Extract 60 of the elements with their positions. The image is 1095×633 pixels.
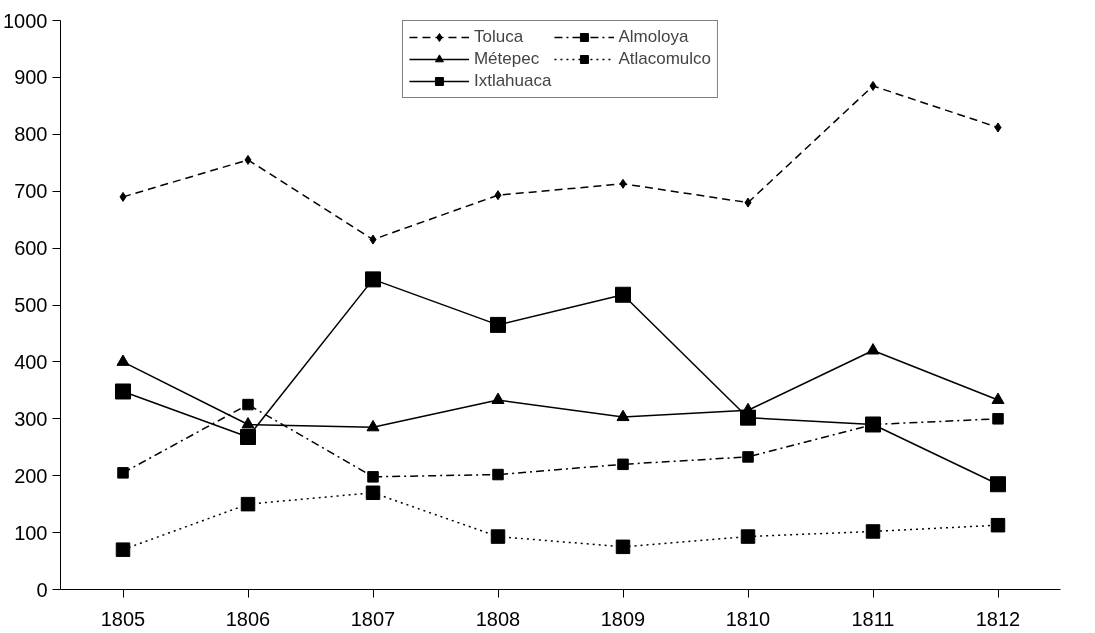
point — [369, 234, 377, 245]
point — [117, 467, 129, 479]
point — [115, 542, 131, 557]
point — [494, 190, 502, 201]
point — [619, 178, 627, 189]
point — [244, 154, 252, 165]
x-tick-label: 1811 — [851, 607, 895, 630]
point — [116, 354, 130, 366]
point — [365, 485, 381, 501]
x-tick-label: 1812 — [975, 607, 1021, 630]
y-tick-label: 100 — [14, 521, 48, 544]
y-tick-label: 0 — [36, 578, 48, 601]
point — [991, 392, 1005, 404]
point — [742, 451, 754, 463]
point — [115, 383, 131, 400]
point — [367, 471, 379, 483]
legend-label: Atlacomulco — [618, 49, 712, 69]
point — [491, 392, 505, 404]
x-tick-label: 1805 — [100, 607, 146, 630]
point — [365, 271, 381, 288]
point — [869, 80, 877, 91]
x-tick-label: 1810 — [725, 607, 771, 630]
point — [744, 197, 752, 208]
y-tick-label: 400 — [14, 350, 48, 373]
legend-label: Toluca — [473, 27, 524, 47]
point — [616, 409, 630, 422]
legend-label: Ixtlahuaca — [473, 71, 552, 91]
y-tick-label: 300 — [14, 407, 48, 430]
y-tick-label: 900 — [14, 66, 48, 89]
y-tick-label: 600 — [14, 237, 48, 260]
y-tick-label: 500 — [14, 294, 48, 316]
point — [490, 316, 506, 333]
point — [990, 476, 1006, 493]
point — [366, 419, 380, 432]
point — [865, 524, 881, 539]
point — [990, 517, 1006, 533]
x-tick-label: 1807 — [350, 607, 396, 630]
point — [241, 417, 255, 429]
y-tick-label: 700 — [14, 180, 48, 203]
point — [240, 496, 256, 512]
x-tick-label: 1806 — [225, 607, 271, 630]
point — [994, 122, 1002, 133]
point — [866, 343, 880, 355]
x-tick-label: 1809 — [600, 607, 646, 630]
point — [615, 286, 631, 303]
legend-label: Métepec — [473, 49, 540, 69]
point — [490, 529, 506, 544]
point — [615, 539, 631, 555]
point — [240, 429, 256, 446]
point — [617, 458, 629, 471]
y-tick-label: 200 — [14, 464, 48, 487]
point — [119, 191, 127, 202]
point — [992, 413, 1004, 425]
legend-label: Almoloya — [618, 27, 689, 47]
point — [242, 398, 254, 411]
y-tick-label: 1000 — [3, 9, 48, 32]
point — [740, 529, 756, 544]
point — [492, 468, 504, 481]
y-tick-label: 800 — [14, 123, 48, 146]
x-tick-label: 1808 — [475, 607, 521, 630]
